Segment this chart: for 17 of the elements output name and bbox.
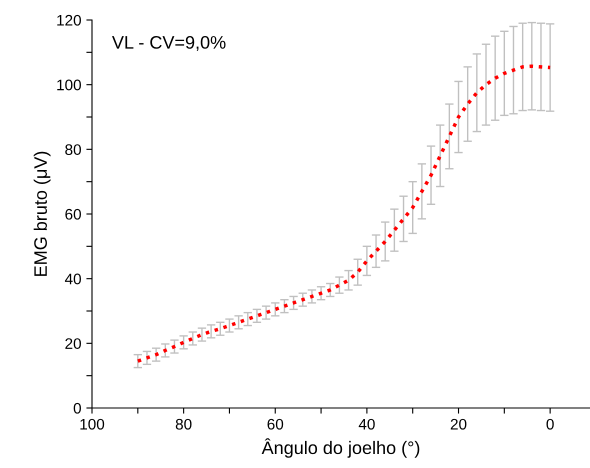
y-tick-label: 120 <box>57 14 81 26</box>
y-tick-label: 60 <box>65 208 81 220</box>
x-axis-title: Ângulo do joelho (°) <box>262 438 420 458</box>
x-tick-label: 100 <box>80 418 104 430</box>
y-tick-label: 20 <box>65 338 81 350</box>
y-tick-label: 40 <box>64 274 81 284</box>
x-tick-label: 60 <box>268 418 284 430</box>
y-tick-label: 80 <box>65 144 81 156</box>
x-tick-label: 20 <box>450 418 466 430</box>
x-tick-label: 0 <box>546 418 554 430</box>
x-tick-label: 40 <box>358 418 375 430</box>
y-tick-label: 0 <box>74 402 81 414</box>
y-axis-title: EMG bruto (μV) <box>34 152 51 276</box>
annotation: VL - CV=9,0% <box>112 36 226 51</box>
line-series <box>136 64 552 363</box>
x-tick-label: 80 <box>176 418 192 430</box>
y-tick-label: 100 <box>57 80 81 90</box>
